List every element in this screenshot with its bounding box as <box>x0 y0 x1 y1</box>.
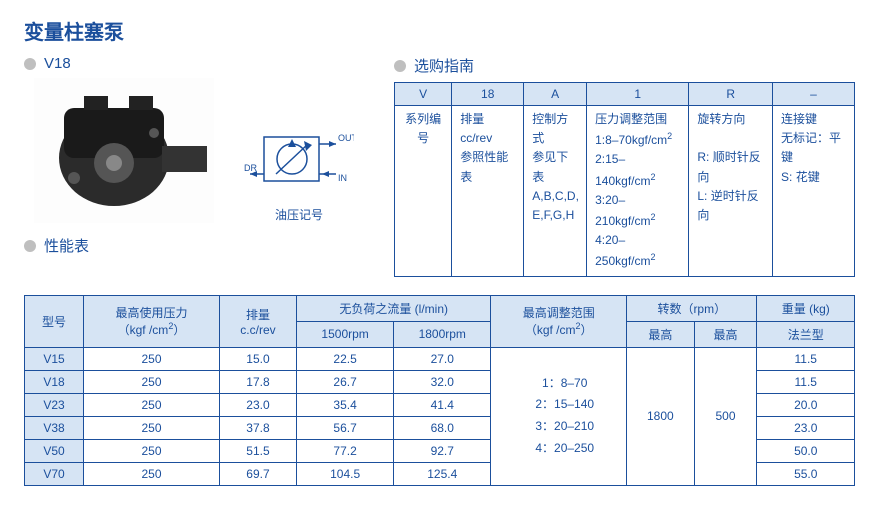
cell-pressure: 250 <box>84 370 220 393</box>
page-title: 变量柱塞泵 <box>24 16 855 45</box>
cell-rpm-max: 1800 <box>627 347 694 485</box>
th-rpm-max2: 最高 <box>694 321 757 347</box>
cell-weight: 11.5 <box>757 370 855 393</box>
cell-weight: 50.0 <box>757 439 855 462</box>
cell-f18: 125.4 <box>394 462 491 485</box>
cell-disp: 69.7 <box>219 462 296 485</box>
cell-rpm-min: 500 <box>694 347 757 485</box>
og-cell: 控制方式参见下表A,B,C,D,E,F,G,H <box>524 106 587 277</box>
cell-weight: 55.0 <box>757 462 855 485</box>
cell-f15: 22.5 <box>297 347 394 370</box>
schematic-caption: 油压记号 <box>244 206 354 223</box>
cell-range: 1：8–702：15–1403：20–2104：20–250 <box>491 347 627 485</box>
cell-model: V23 <box>25 393 84 416</box>
th-weight: 重量 (kg) <box>757 295 855 321</box>
section-v18-label: V18 <box>44 55 71 72</box>
cell-pressure: 250 <box>84 439 220 462</box>
cell-f18: 27.0 <box>394 347 491 370</box>
cell-disp: 37.8 <box>219 416 296 439</box>
cell-f18: 92.7 <box>394 439 491 462</box>
hydraulic-schematic: OUT IN DR 油压记号 <box>244 119 354 223</box>
og-header: 1 <box>587 83 689 106</box>
cell-pressure: 250 <box>84 347 220 370</box>
th-flow-1800: 1800rpm <box>394 321 491 347</box>
og-header: – <box>773 83 855 106</box>
cell-pressure: 250 <box>84 393 220 416</box>
og-cell: 连接键无标记：平键S: 花键 <box>773 106 855 277</box>
cell-pressure: 250 <box>84 462 220 485</box>
cell-disp: 51.5 <box>219 439 296 462</box>
og-header: A <box>524 83 587 106</box>
og-header: 18 <box>452 83 524 106</box>
cell-disp: 17.8 <box>219 370 296 393</box>
th-weight-flange: 法兰型 <box>757 321 855 347</box>
cell-pressure: 250 <box>84 416 220 439</box>
section-perf-label: 性能表 <box>44 235 89 256</box>
section-perf: 性能表 <box>24 235 394 256</box>
th-range: 最高调整范围（kgf /cm2） <box>491 295 627 347</box>
section-v18: V18 <box>24 55 394 72</box>
section-guide-label: 选购指南 <box>414 55 474 76</box>
cell-weight: 23.0 <box>757 416 855 439</box>
th-disp: 排量c.c/rev <box>219 295 296 347</box>
og-cell: 排量cc/rev参照性能表 <box>452 106 524 277</box>
og-cell: 系列编号 <box>395 106 452 277</box>
th-model: 型号 <box>25 295 84 347</box>
cell-disp: 15.0 <box>219 347 296 370</box>
cell-f15: 104.5 <box>297 462 394 485</box>
cell-f15: 77.2 <box>297 439 394 462</box>
cell-f15: 26.7 <box>297 370 394 393</box>
label-dr: DR <box>244 163 257 173</box>
og-cell: 旋转方向 R: 顺时针反向L: 逆时针反向 <box>689 106 773 277</box>
ordering-guide-table: V18A1R– 系列编号排量cc/rev参照性能表控制方式参见下表A,B,C,D… <box>394 82 855 277</box>
og-cell: 压力调整范围1:8–70kgf/cm22:15–140kgf/cm23:20–2… <box>587 106 689 277</box>
cell-f18: 68.0 <box>394 416 491 439</box>
cell-model: V50 <box>25 439 84 462</box>
bullet-icon <box>24 58 36 70</box>
th-flow: 无负荷之流量 (l/min) <box>297 295 491 321</box>
cell-weight: 11.5 <box>757 347 855 370</box>
performance-table: 型号 最高使用压力（kgf /cm2） 排量c.c/rev 无负荷之流量 (l/… <box>24 295 855 486</box>
cell-disp: 23.0 <box>219 393 296 416</box>
cell-model: V70 <box>25 462 84 485</box>
og-header: R <box>689 83 773 106</box>
cell-model: V18 <box>25 370 84 393</box>
cell-f18: 41.4 <box>394 393 491 416</box>
th-pressure: 最高使用压力（kgf /cm2） <box>84 295 220 347</box>
cell-f15: 56.7 <box>297 416 394 439</box>
th-flow-1500: 1500rpm <box>297 321 394 347</box>
og-header: V <box>395 83 452 106</box>
cell-model: V38 <box>25 416 84 439</box>
product-image <box>34 78 214 223</box>
label-in: IN <box>338 173 347 183</box>
cell-model: V15 <box>25 347 84 370</box>
bullet-icon <box>24 240 36 252</box>
bullet-icon <box>394 60 406 72</box>
cell-f18: 32.0 <box>394 370 491 393</box>
label-out: OUT <box>338 133 354 143</box>
cell-weight: 20.0 <box>757 393 855 416</box>
table-row: V1525015.022.527.01：8–702：15–1403：20–210… <box>25 347 855 370</box>
cell-f15: 35.4 <box>297 393 394 416</box>
th-rpm: 转数（rpm） <box>627 295 757 321</box>
th-rpm-max1: 最高 <box>627 321 694 347</box>
section-guide: 选购指南 <box>394 55 855 76</box>
